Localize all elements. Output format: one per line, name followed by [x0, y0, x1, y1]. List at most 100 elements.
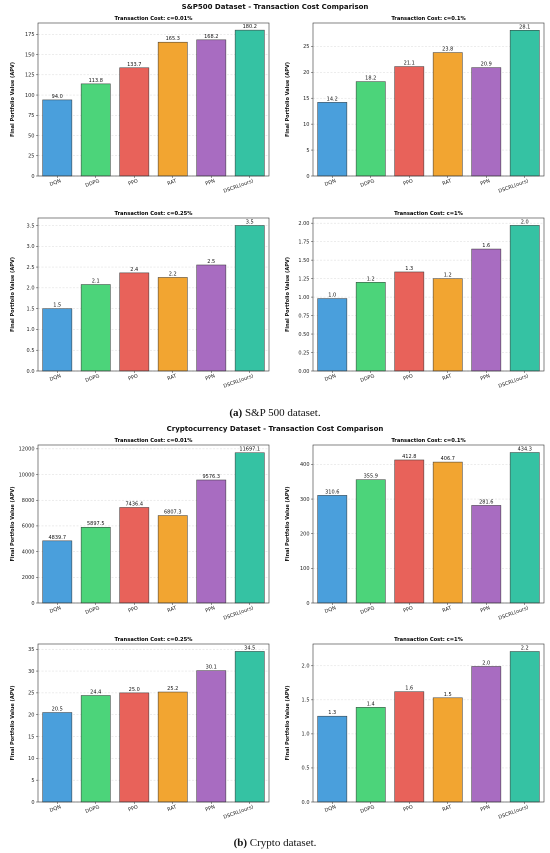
- y-tick-label: 15: [303, 96, 309, 102]
- data-label: 14.2: [327, 96, 338, 102]
- x-tick-label: DQN: [324, 605, 337, 615]
- y-tick-label: 30: [28, 669, 34, 675]
- chart-panel-7: Transaction Cost: c=0.25% 0 5 10 15 20 25 30 35 F…: [10, 637, 270, 821]
- figure-b-caption: (b) Crypto dataset.: [0, 837, 550, 849]
- data-label: 412.8: [402, 454, 416, 460]
- chart-panel-1: Transaction Cost: c=0.01% 0 25 50 75 100 125 15…: [10, 16, 270, 195]
- figure-b-title: Cryptocurrency Dataset - Transaction Cos…: [166, 425, 384, 433]
- bar: [80, 83, 111, 177]
- data-label: 25.0: [129, 687, 140, 693]
- y-tick-label: 0.00: [298, 369, 309, 375]
- plot-frame: [37, 444, 270, 604]
- x-tick-label: DQN: [324, 804, 337, 814]
- x-tick-label: RAT: [442, 804, 454, 813]
- data-label: 1.6: [405, 686, 413, 692]
- y-tick-label: 0.25: [298, 350, 309, 356]
- x-tick-label: PPN: [480, 804, 491, 813]
- y-tick-label: 35: [28, 647, 34, 653]
- bar: [394, 66, 425, 177]
- bar: [432, 697, 463, 803]
- bar: [471, 248, 502, 372]
- data-label: 168.2: [204, 34, 218, 40]
- y-tick-label: 0: [31, 601, 34, 607]
- bar: [317, 715, 348, 803]
- y-tick-label: 0.75: [298, 313, 309, 319]
- plot-frame: [312, 444, 545, 604]
- plot-frame: [312, 217, 545, 372]
- chart-panel-8: Transaction Cost: c=1% 0.0 0.5 1.0 1.5 2.0 Fin…: [285, 637, 545, 821]
- chart-title: Transaction Cost: c=1%: [394, 211, 464, 217]
- y-tick-label: 10: [303, 122, 309, 128]
- y-tick-label: 0: [306, 174, 309, 180]
- x-tick-label: RAT: [167, 178, 179, 187]
- x-tick-label: DSCRL(ours): [498, 178, 530, 194]
- chart-title: Transaction Cost: c=0.01%: [115, 16, 194, 22]
- y-tick-label: 0.5: [302, 766, 310, 772]
- data-label: 1.2: [367, 276, 375, 282]
- data-label: 25.2: [167, 686, 178, 692]
- data-label: 310.6: [325, 489, 339, 495]
- y-tick-label: 3.5: [27, 223, 35, 229]
- bar: [157, 691, 188, 803]
- x-tick-label: PPN: [480, 373, 491, 382]
- y-axis-label: Final Portfolio Value (APV): [10, 257, 16, 332]
- data-label: 23.8: [442, 47, 453, 53]
- x-tick-label: DSCRL(ours): [223, 804, 255, 820]
- x-tick-label: DSCRL(ours): [498, 605, 530, 621]
- data-label: 18.2: [365, 76, 376, 82]
- data-label: 2.0: [521, 219, 529, 225]
- y-tick-label: 5: [306, 148, 309, 154]
- x-tick-label: DQN: [324, 373, 337, 383]
- bar: [234, 29, 265, 177]
- y-tick-label: 1.00: [298, 295, 309, 301]
- chart-panel-4: Transaction Cost: c=1% 0.00 0.25 0.50 0.75 1.…: [285, 211, 545, 390]
- y-tick-label: 200: [300, 532, 310, 538]
- plot-frame: [312, 643, 545, 803]
- y-tick-label: 20: [28, 713, 34, 719]
- x-tick-label: DSCRL(ours): [223, 178, 255, 194]
- data-label: 6807.3: [164, 510, 182, 516]
- x-tick-label: DSCRL(ours): [223, 605, 255, 621]
- figure-b-caption-text: Crypto dataset.: [249, 837, 317, 849]
- x-tick-label: RAT: [167, 605, 179, 614]
- data-label: 28.1: [519, 24, 530, 30]
- data-label: 180.2: [243, 24, 257, 30]
- bar: [471, 67, 502, 177]
- y-axis-label: Final Portfolio Value (APV): [10, 685, 16, 760]
- y-tick-label: 20: [303, 70, 309, 76]
- x-tick-label: PPO: [128, 178, 139, 187]
- x-tick-label: DDPG: [360, 605, 376, 616]
- bar: [119, 67, 150, 177]
- data-label: 355.9: [364, 474, 378, 480]
- figure-a-caption-label: (a): [229, 407, 243, 419]
- data-label: 434.3: [518, 447, 532, 453]
- y-tick-label: 100: [300, 566, 310, 572]
- x-tick-label: DQN: [49, 178, 62, 188]
- y-tick-label: 1.25: [298, 276, 309, 282]
- y-axis-label: Final Portfolio Value (APV): [285, 62, 291, 137]
- bar: [509, 452, 540, 604]
- y-tick-label: 0.0: [27, 369, 35, 375]
- y-tick-label: 100: [25, 93, 35, 99]
- data-label: 406.7: [441, 456, 455, 462]
- y-tick-label: 2000: [22, 575, 35, 581]
- x-tick-label: DQN: [324, 178, 337, 188]
- x-tick-label: DDPG: [85, 373, 101, 384]
- x-tick-label: PPO: [128, 605, 139, 614]
- data-label: 1.3: [405, 266, 413, 272]
- x-tick-label: PPO: [403, 373, 414, 382]
- bar: [196, 479, 227, 604]
- bar: [394, 271, 425, 372]
- bar: [196, 670, 227, 803]
- plot-frame: [37, 643, 270, 803]
- x-tick-label: DDPG: [85, 605, 101, 616]
- bar: [196, 39, 227, 177]
- bar: [42, 540, 73, 604]
- y-tick-label: 175: [25, 32, 35, 38]
- y-tick-label: 12000: [19, 447, 35, 453]
- bar: [234, 452, 265, 604]
- data-label: 133.7: [127, 62, 141, 68]
- bar: [42, 99, 73, 177]
- y-tick-label: 75: [28, 113, 34, 119]
- y-tick-label: 6000: [22, 524, 35, 530]
